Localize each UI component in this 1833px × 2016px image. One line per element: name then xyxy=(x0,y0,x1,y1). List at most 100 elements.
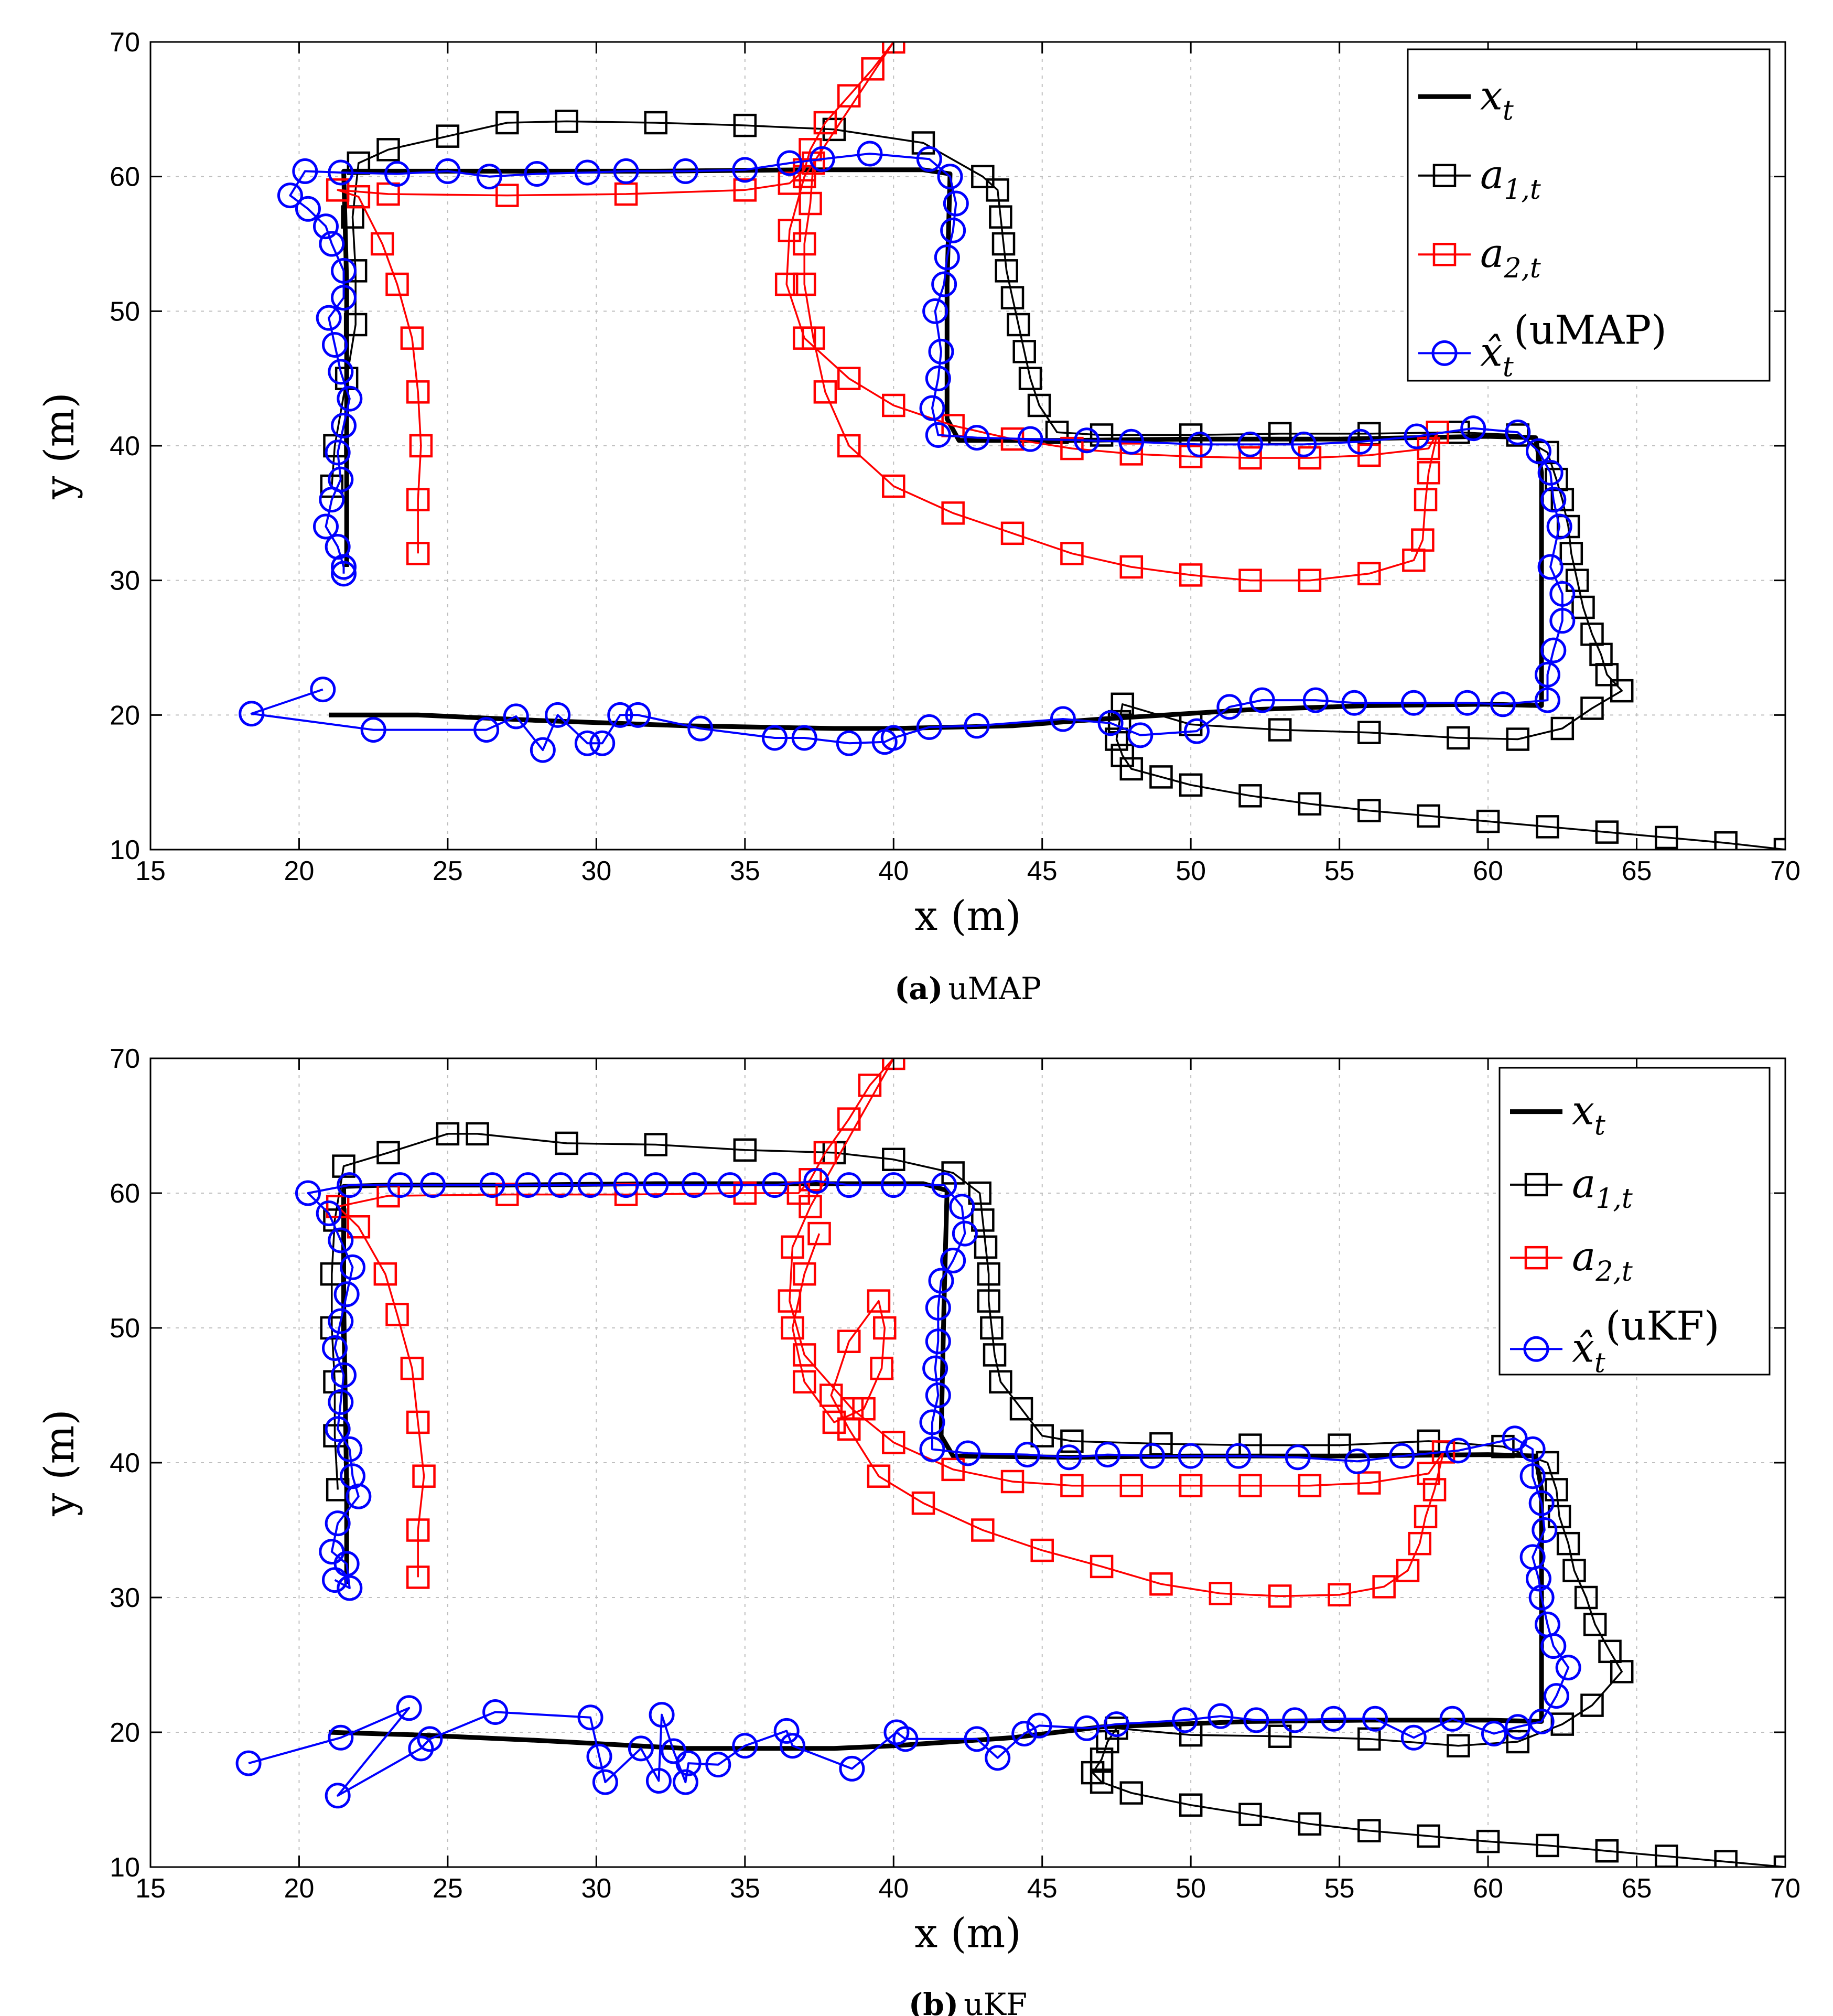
legend-subscript: 1,t xyxy=(1595,1183,1633,1215)
series-2-point xyxy=(986,178,1009,202)
series-4-point xyxy=(1549,581,1576,607)
series-2-point xyxy=(1556,1531,1580,1556)
series-3-point xyxy=(813,111,837,135)
series-4-point xyxy=(545,702,571,728)
x-tick-label: 45 xyxy=(1027,1873,1058,1904)
series-4-point xyxy=(328,359,354,385)
series-4-point xyxy=(919,395,945,421)
series-3-point xyxy=(1402,548,1426,572)
series-2-point xyxy=(882,1148,905,1171)
series-2-point xyxy=(1610,679,1634,703)
legend-box xyxy=(1498,1067,1771,1376)
series-3-point xyxy=(406,380,430,404)
series-3-point xyxy=(813,380,837,404)
series-2-point xyxy=(1714,1850,1738,1867)
series-3-point xyxy=(1238,446,1262,470)
series-group xyxy=(239,42,1785,850)
series-4-point xyxy=(1320,1706,1346,1732)
series-4-point xyxy=(1014,1442,1040,1468)
chart-panel-a: 15 20 25 30 35 40 45 50 55 60 65 70 10 20 30 40 50 60 70 x … xyxy=(36,27,1800,1006)
series-2-point xyxy=(644,1133,667,1156)
series-2-point xyxy=(376,138,400,162)
series-4-point xyxy=(574,159,600,186)
legend-subscript: t xyxy=(1503,95,1514,126)
series-4-point xyxy=(1178,1443,1204,1469)
series-2-point xyxy=(466,1122,489,1146)
legend-marker-4 xyxy=(1431,340,1458,366)
series-4-point xyxy=(1540,637,1567,663)
series-2-point xyxy=(971,165,995,188)
y-tick-label: 30 xyxy=(110,566,140,596)
series-2-point xyxy=(1447,726,1470,750)
series-4-point xyxy=(479,1172,505,1198)
series-4-point xyxy=(922,298,948,324)
x-tick-label: 40 xyxy=(878,856,909,886)
series-3-point xyxy=(822,1410,846,1434)
series-4-point xyxy=(1341,690,1367,716)
series-3-point xyxy=(400,1356,424,1380)
series-2-point xyxy=(1179,1793,1203,1817)
series-3-point xyxy=(406,1518,430,1542)
series-4-point xyxy=(1528,1490,1555,1516)
x-tick-label: 35 xyxy=(730,1873,760,1904)
series-2-point xyxy=(1268,718,1292,742)
legend-marker-4 xyxy=(1523,1336,1549,1362)
series-2-point xyxy=(822,117,846,142)
series-2-point xyxy=(1583,1613,1607,1636)
series-2-point xyxy=(436,1122,460,1146)
series-4-point xyxy=(857,141,883,167)
x-tick-label: 50 xyxy=(1176,1873,1206,1904)
series-4-point xyxy=(337,1172,363,1198)
panel-caption: (b) uKF xyxy=(909,1987,1027,2016)
chart-panel-b: 15 20 25 30 35 40 45 50 55 60 65 70 10 20 30 40 50 60 70 x … xyxy=(36,1044,1800,2016)
series-3-point xyxy=(911,1491,935,1515)
series-2-point xyxy=(1268,1724,1292,1748)
series-3-point xyxy=(867,1289,891,1313)
series-3-point xyxy=(412,1464,436,1488)
series-3-point xyxy=(1372,1575,1396,1599)
series-4-point xyxy=(435,158,461,184)
y-axis-label: y (m) xyxy=(36,392,83,500)
series-4-point xyxy=(883,1719,910,1745)
series-3-point xyxy=(1357,1471,1381,1495)
legend-label-3: a2,t xyxy=(1572,1233,1633,1288)
series-2-point xyxy=(1574,1585,1598,1610)
series-4-point xyxy=(295,196,321,222)
series-2-point xyxy=(1110,744,1135,767)
series-3-point xyxy=(837,367,861,390)
series-4-point xyxy=(328,1227,354,1253)
series-4-point xyxy=(1534,687,1560,713)
series-3-point xyxy=(1417,461,1440,485)
series-3-point xyxy=(837,1329,861,1353)
series-4-point xyxy=(321,332,348,358)
series-3-point xyxy=(941,501,965,525)
series-4-point xyxy=(916,146,942,172)
series-4-point xyxy=(316,305,342,331)
series-2-point xyxy=(1598,1639,1622,1664)
series-4-point xyxy=(1528,1708,1555,1734)
series-4-point xyxy=(1490,691,1516,717)
series-4-point xyxy=(325,439,351,466)
series-4-point xyxy=(592,1769,618,1795)
series-4-point xyxy=(330,413,357,438)
series-3-point xyxy=(778,219,802,242)
series-3-point xyxy=(774,272,799,296)
series-3-point xyxy=(792,1370,816,1394)
series-line-2 xyxy=(331,1133,1785,1867)
y-axis-label: y (m) xyxy=(36,1409,83,1517)
series-4-point xyxy=(1225,1443,1252,1469)
series-2-point xyxy=(995,259,1018,283)
series-2-point xyxy=(1090,423,1114,447)
series-3-point xyxy=(837,1107,861,1131)
legend-subscript: t xyxy=(1594,1110,1605,1142)
series-4-point xyxy=(1249,687,1275,713)
series-4-point xyxy=(1546,513,1572,540)
series-4-point xyxy=(524,161,550,187)
series-4-point xyxy=(1094,1442,1120,1468)
series-3-point xyxy=(1298,569,1322,592)
legend-subscript: t xyxy=(1594,1347,1605,1379)
series-3-point xyxy=(870,1356,893,1380)
series-3-point xyxy=(1000,521,1025,545)
series-4-point xyxy=(295,1180,321,1206)
